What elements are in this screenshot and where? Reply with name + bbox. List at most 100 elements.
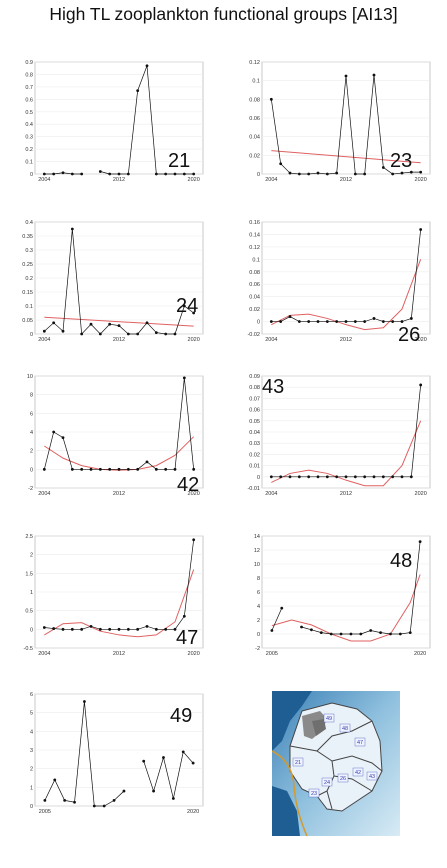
data-point [182,614,186,618]
y-tick-label: 2 [257,618,260,624]
data-point [344,475,348,479]
data-point [297,172,301,176]
y-tick-label: 0.07 [249,396,260,402]
data-point [279,162,283,166]
x-tick-label: 2004 [38,177,50,183]
y-tick-label: 0.12 [249,60,260,66]
y-tick-label: 0.3 [25,135,33,141]
data-point [42,172,46,176]
data-point [108,172,112,176]
y-tick-label: 0.3 [25,248,33,254]
data-point [329,632,333,636]
data-point [419,228,423,231]
chart-panel-48: -2 0 2 4 6 8 10 12 14 2005 2020 48 [232,532,442,672]
trend-line [271,574,421,642]
data-point [192,172,196,176]
y-tick-label: 2 [30,767,33,773]
y-tick-label: 0.5 [25,110,33,116]
data-point [126,172,130,176]
data-point [80,332,84,336]
data-point [108,627,112,631]
data-point [70,172,74,176]
y-tick-label: 10 [27,374,33,380]
data-point [400,475,404,479]
y-tick-label: 0.16 [249,220,260,226]
chart-panel-21: 0 0.1 0.2 0.3 0.4 0.5 0.6 0.7 0.8 0.9 2004 2012 2020… [5,58,215,198]
chart-svg-24: 0 0.05 0.1 0.15 0.2 0.25 0.3 0.35 0.4 2004 2012 202… [22,220,204,343]
map-region-label: 21 [295,760,301,766]
map-region-labels: 49 48 47 21 42 43 24 26 23 [292,713,378,798]
x-tick-label: 2012 [113,177,125,183]
y-tick-label: 5 [30,711,33,717]
chart-svg-23: 0 0.02 0.04 0.06 0.08 0.1 0.12 2004 2012 2020 [249,60,431,183]
panel-region-label: 49 [170,705,193,727]
region-map-svg: 49 48 47 21 42 43 24 26 23 [271,691,400,837]
y-tick-label: 0.35 [22,234,33,240]
data-point [418,540,422,543]
y-tick-label: 0.1 [25,304,33,310]
data-point [173,332,177,336]
data-point [61,627,65,631]
y-tick-label: 2 [30,449,33,455]
data-point [126,467,130,471]
chart-panel-23: 0 0.02 0.04 0.06 0.08 0.1 0.12 2004 2012 2020 23 [232,58,442,198]
y-tick-label: 0 [30,804,33,810]
y-tick-label: 0.04 [249,135,260,141]
chart-panel-42: -2 0 2 4 6 8 10 2004 2012 2020 42 [5,372,215,512]
x-tick-label: 2020 [415,337,427,343]
data-point [182,304,186,308]
chart-svg-49: 0 1 2 3 4 5 6 2005 2020 [30,692,204,815]
chart-panel-26: -0.02 0 0.02 0.04 0.06 0.08 0.1 0.12 0.14 0.16 200… [232,218,442,358]
data-point [269,475,273,479]
y-tick-label: 0.02 [249,153,260,159]
y-tick-label: 4 [30,729,33,735]
trend-line [271,420,422,487]
y-tick-label: 0.06 [249,116,260,122]
panel-region-label: 43 [262,376,285,398]
data-point [363,475,367,479]
y-tick-label: 8 [30,393,33,399]
data-point [63,799,67,802]
y-tick-label: 0.25 [22,262,33,268]
data-point [353,172,357,176]
map-label-box [292,757,304,767]
y-tick-label: 0.7 [25,85,33,91]
data-point [269,320,273,323]
data-point [325,320,329,323]
data-point [80,172,84,176]
data-point [288,171,292,175]
y-tick-label: 0.02 [249,452,260,458]
y-tick-label: 14 [254,534,260,540]
data-point [80,467,84,471]
data-point [280,606,284,610]
y-tick-label: 1 [30,785,33,791]
data-point [316,171,320,175]
data-point [288,315,292,318]
y-tick-label: 2 [30,553,33,559]
map-label-box [366,771,378,781]
x-tick-label: 2020 [415,177,427,183]
y-tick-label: 0.2 [25,276,33,282]
data-point [381,320,385,323]
map-region-label: 42 [355,770,361,776]
y-tick-label: 0 [257,632,260,638]
chart-svg-21: 0 0.1 0.2 0.3 0.4 0.5 0.6 0.7 0.8 0.9 2004 2012 2020 [25,60,204,183]
data-point [391,172,395,176]
data-point [102,804,106,808]
data-point [136,89,140,93]
chart-svg-48: -2 0 2 4 6 8 10 12 14 2005 2020 [254,534,431,657]
y-tick-label: 0.09 [249,374,260,380]
y-tick-label: 0.04 [249,430,260,436]
map-label-box [339,723,351,733]
chart-svg-47: -0.5 0 0.5 1 1.5 2 2.5 2004 2012 2020 [24,534,204,657]
data-point [142,759,146,763]
y-tick-label: 1 [30,590,33,596]
chart-panel-47: -0.5 0 0.5 1 1.5 2 2.5 2004 2012 2020 47 [5,532,215,672]
y-tick-label: 0.14 [249,232,260,238]
x-tick-label: 2004 [265,337,277,343]
data-point [117,467,121,471]
panel-region-label: 42 [177,474,200,496]
y-tick-label: 0.1 [252,257,260,263]
data-point [61,171,65,175]
data-point [400,320,404,323]
